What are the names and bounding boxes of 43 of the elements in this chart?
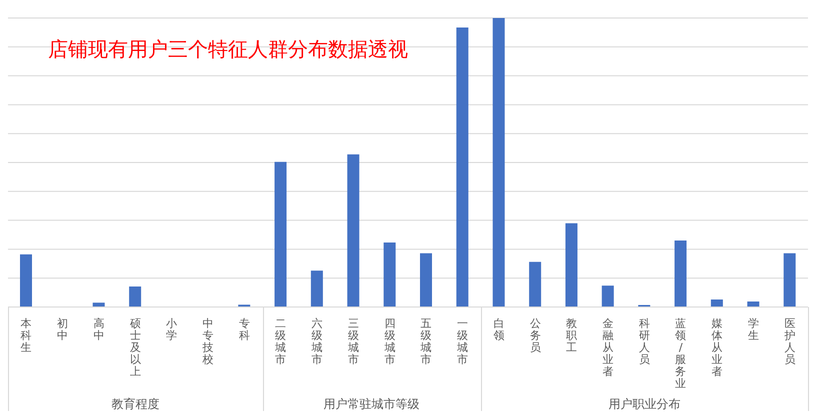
- bar: [784, 253, 796, 307]
- x-tick-label: 医护人员: [783, 317, 796, 366]
- bar: [456, 28, 468, 307]
- x-tick-label: 蓝领/服务业: [675, 317, 686, 390]
- x-tick-label: 中专技校: [202, 317, 214, 366]
- x-tick-label: 专科: [238, 317, 250, 342]
- bar: [384, 242, 396, 307]
- bar: [492, 18, 505, 307]
- text: 用户职业分布: [607, 396, 682, 413]
- x-tick-label: 六级城市: [310, 317, 323, 366]
- bar: [347, 154, 360, 307]
- x-tick-label: 一级城市: [456, 317, 468, 366]
- text: 教育程度: [110, 396, 160, 413]
- x-tick-label: 四级城市: [383, 317, 396, 366]
- x-tick-label: 科研人员: [638, 317, 650, 366]
- x-tick-label: 白领: [493, 317, 504, 342]
- bar: [20, 254, 32, 307]
- x-tick-label: 五级城市: [420, 317, 432, 366]
- bar: [420, 253, 432, 307]
- x-tick-label: 小学: [166, 317, 178, 342]
- x-tick-label: 学生: [748, 317, 759, 342]
- x-tick-label: 教职工: [566, 317, 578, 354]
- x-tick-label: 硕士及以上: [128, 317, 141, 378]
- x-tick-label: 初中: [57, 317, 68, 342]
- x-tick-label: 三级城市: [346, 317, 359, 366]
- x-tick-label: 本科生: [20, 317, 32, 354]
- bar: [92, 302, 105, 307]
- bar: [674, 240, 687, 307]
- x-tick-label: 高中: [93, 317, 104, 342]
- x-tick-label: 二级城市: [274, 317, 286, 366]
- x-tick-label: 媒体从业者: [712, 317, 723, 378]
- bar: [310, 270, 323, 307]
- bar: [710, 299, 723, 307]
- x-tick-label: 公务员: [530, 317, 541, 354]
- bar: [565, 223, 578, 307]
- bar: [529, 262, 542, 307]
- bar: [274, 162, 287, 307]
- text: 用户常驻城市等级: [322, 396, 421, 413]
- bar: [602, 286, 614, 307]
- x-tick-label: 金融从业者: [602, 317, 614, 378]
- text: 店铺现有用户三个特征人群分布数据透视: [48, 36, 408, 63]
- bar: [747, 302, 760, 307]
- bar: [129, 286, 142, 307]
